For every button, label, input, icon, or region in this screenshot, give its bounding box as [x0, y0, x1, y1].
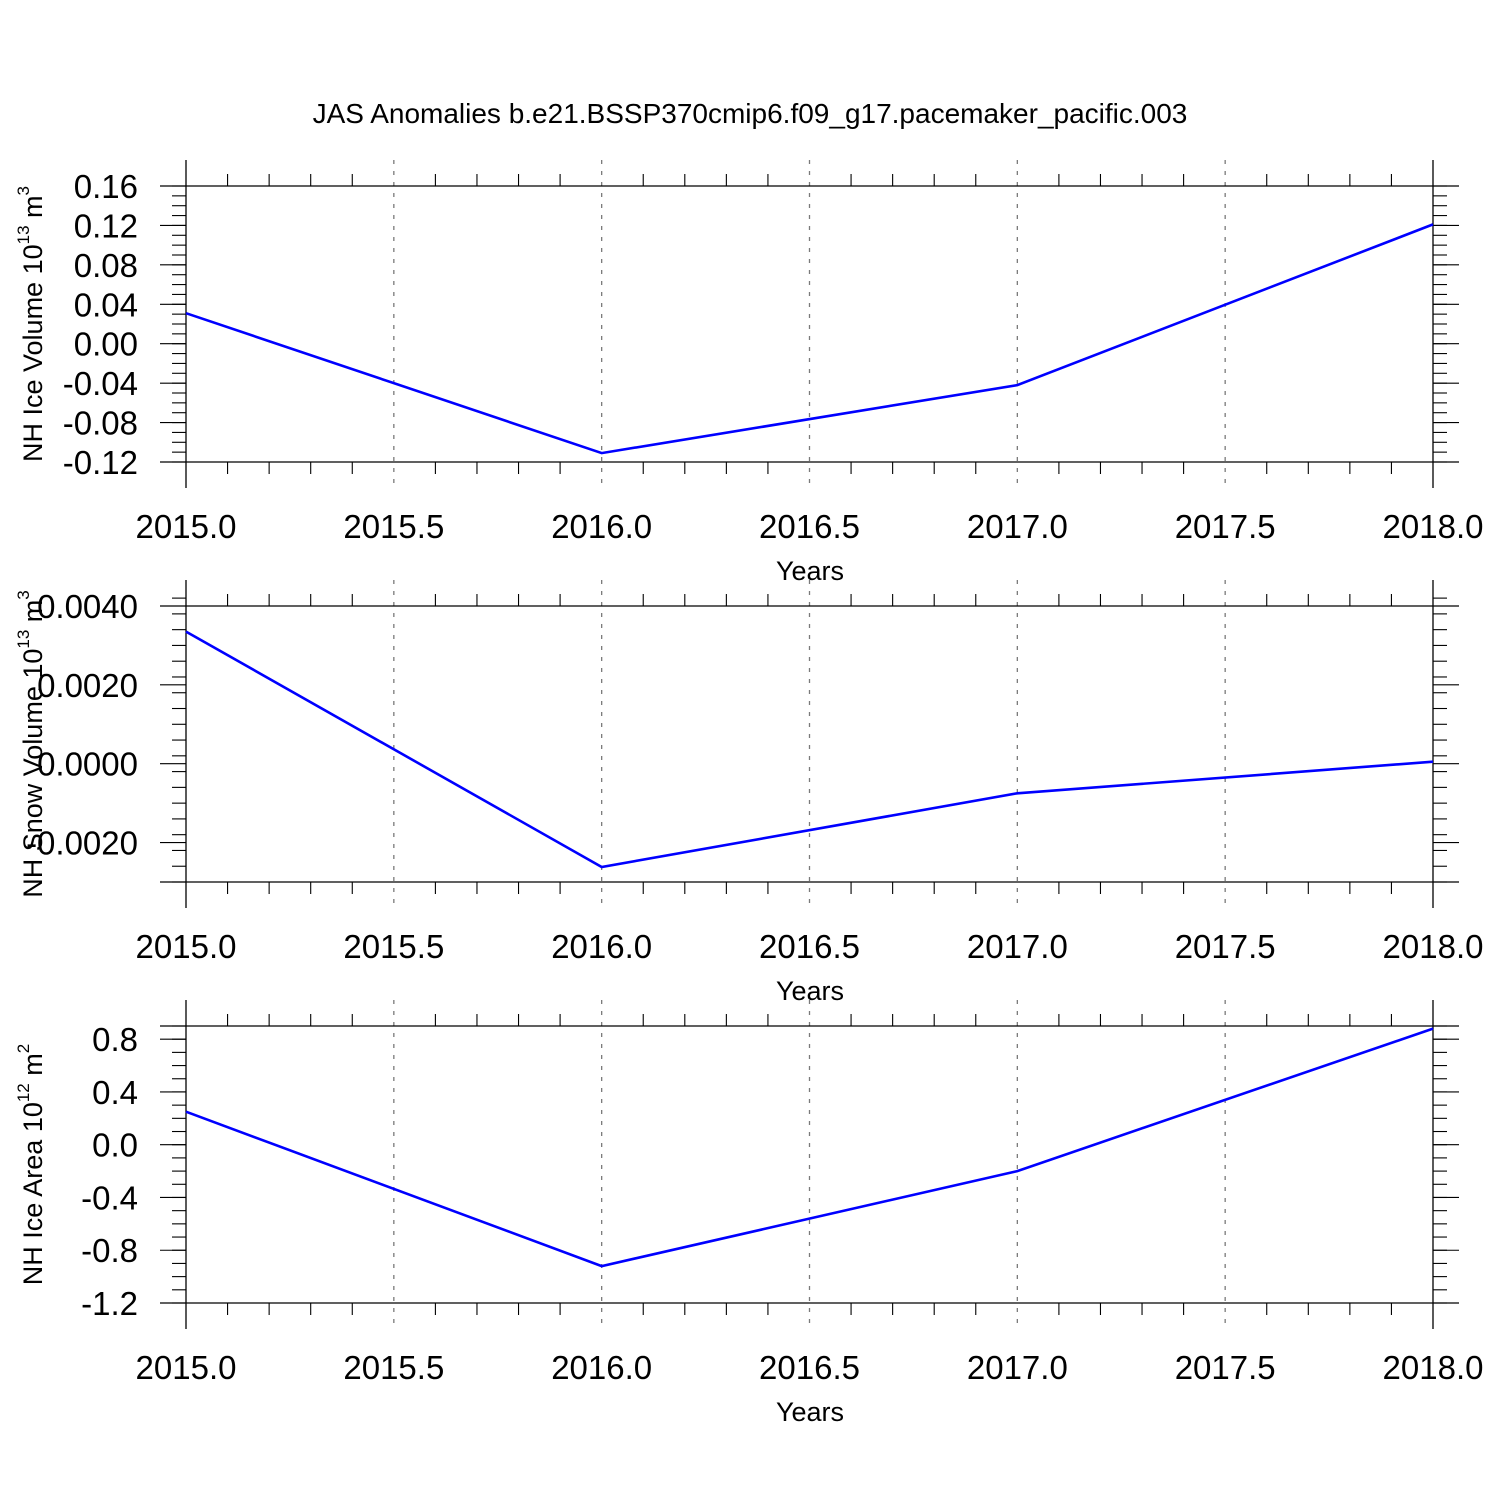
y-axis-title-exp: 13 [14, 630, 33, 649]
figure-title: JAS Anomalies b.e21.BSSP370cmip6.f09_g17… [313, 98, 1188, 129]
x-tick-label: 2016.0 [551, 508, 652, 545]
x-tick-label: 2017.5 [1175, 1349, 1276, 1386]
y-tick-label: -0.04 [63, 365, 138, 402]
y-tick-label: -0.0020 [26, 825, 138, 862]
y-axis-title: NH Ice Volume 1013 m3 [14, 186, 48, 462]
y-tick-label: 0.0 [92, 1127, 138, 1164]
y-tick-label: 0.00 [74, 326, 138, 363]
series-line [185, 223, 1434, 455]
x-tick-label: 2015.0 [136, 1349, 237, 1386]
x-tick-label: 2015.0 [136, 508, 237, 545]
y-axis-title-exp: 13 [14, 225, 33, 244]
y-axis-title-unit-exp: 3 [14, 590, 33, 599]
x-tick-label: 2016.5 [759, 508, 860, 545]
x-tick-label: 2017.0 [967, 508, 1068, 545]
x-tick-label: 2015.5 [343, 1349, 444, 1386]
y-tick-label: 0.8 [92, 1021, 138, 1058]
y-tick-label: 0.16 [74, 168, 138, 205]
x-tick-label: 2017.5 [1175, 928, 1276, 965]
x-tick-label: 2018.0 [1383, 1349, 1484, 1386]
y-axis-title-unit-exp: 3 [14, 186, 33, 195]
y-axis-title-base: NH Ice Area 10 [18, 1102, 48, 1285]
y-tick-label: 0.12 [74, 207, 138, 244]
x-tick-label: 2017.0 [967, 928, 1068, 965]
x-tick-label: 2015.5 [343, 928, 444, 965]
chart-panel-1: 2015.0 2015.5 2016.0 2016.5 2017.0 2017.5 2018… [14, 160, 1483, 586]
chart-panel-3: 2015.0 2015.5 2016.0 2016.5 2017.0 2017.5 2018… [14, 1000, 1483, 1427]
x-tick-label: 2016.0 [551, 1349, 652, 1386]
y-tick-label: 0.0020 [37, 667, 138, 704]
y-tick-label: 0.04 [74, 286, 138, 323]
x-tick-label: 2017.0 [967, 1349, 1068, 1386]
y-axis-title-exp: 12 [14, 1083, 33, 1102]
y-tick-label: 0.0040 [37, 588, 138, 625]
y-tick-label: 0.4 [92, 1074, 138, 1111]
x-tick-label: 2018.0 [1383, 508, 1484, 545]
y-axis-title-unit: m [18, 195, 48, 225]
y-tick-label: 0.08 [74, 247, 138, 284]
x-tick-label: 2016.5 [759, 928, 860, 965]
y-axis-title: NH Ice Area 1012 m2 [14, 1044, 48, 1285]
x-tick-label: 2015.5 [343, 508, 444, 545]
y-axis-title-unit: m [18, 600, 48, 630]
y-axis-title-unit-exp: 2 [14, 1044, 33, 1053]
y-tick-label: 0.0000 [37, 746, 138, 783]
y-tick-label: -1.2 [81, 1285, 138, 1322]
y-tick-label: -0.4 [81, 1179, 138, 1216]
x-axis-title: Years [776, 1397, 844, 1427]
y-tick-label: -0.08 [63, 405, 138, 442]
y-axis-title: NH Snow Volume 1013 m3 [14, 590, 48, 898]
y-axis-title-base: NH Ice Volume 10 [18, 244, 48, 462]
chart-panel-2: 2015.0 2015.5 2016.0 2016.5 2017.0 2017.5 2018… [14, 580, 1483, 1006]
y-tick-label: -0.12 [63, 444, 138, 481]
y-tick-label: -0.8 [81, 1232, 138, 1269]
x-tick-label: 2018.0 [1383, 928, 1484, 965]
x-tick-label: 2016.0 [551, 928, 652, 965]
x-tick-label: 2015.0 [136, 928, 237, 965]
panels: 2015.0 2015.5 2016.0 2016.5 2017.0 2017.5 2018… [14, 160, 1483, 1427]
x-tick-label: 2016.5 [759, 1349, 860, 1386]
series-line [185, 630, 1434, 869]
series-line [185, 1027, 1434, 1268]
y-axis-title-base: NH Snow Volume 10 [18, 649, 48, 898]
y-axis-title-unit: m [18, 1053, 48, 1083]
x-tick-label: 2017.5 [1175, 508, 1276, 545]
